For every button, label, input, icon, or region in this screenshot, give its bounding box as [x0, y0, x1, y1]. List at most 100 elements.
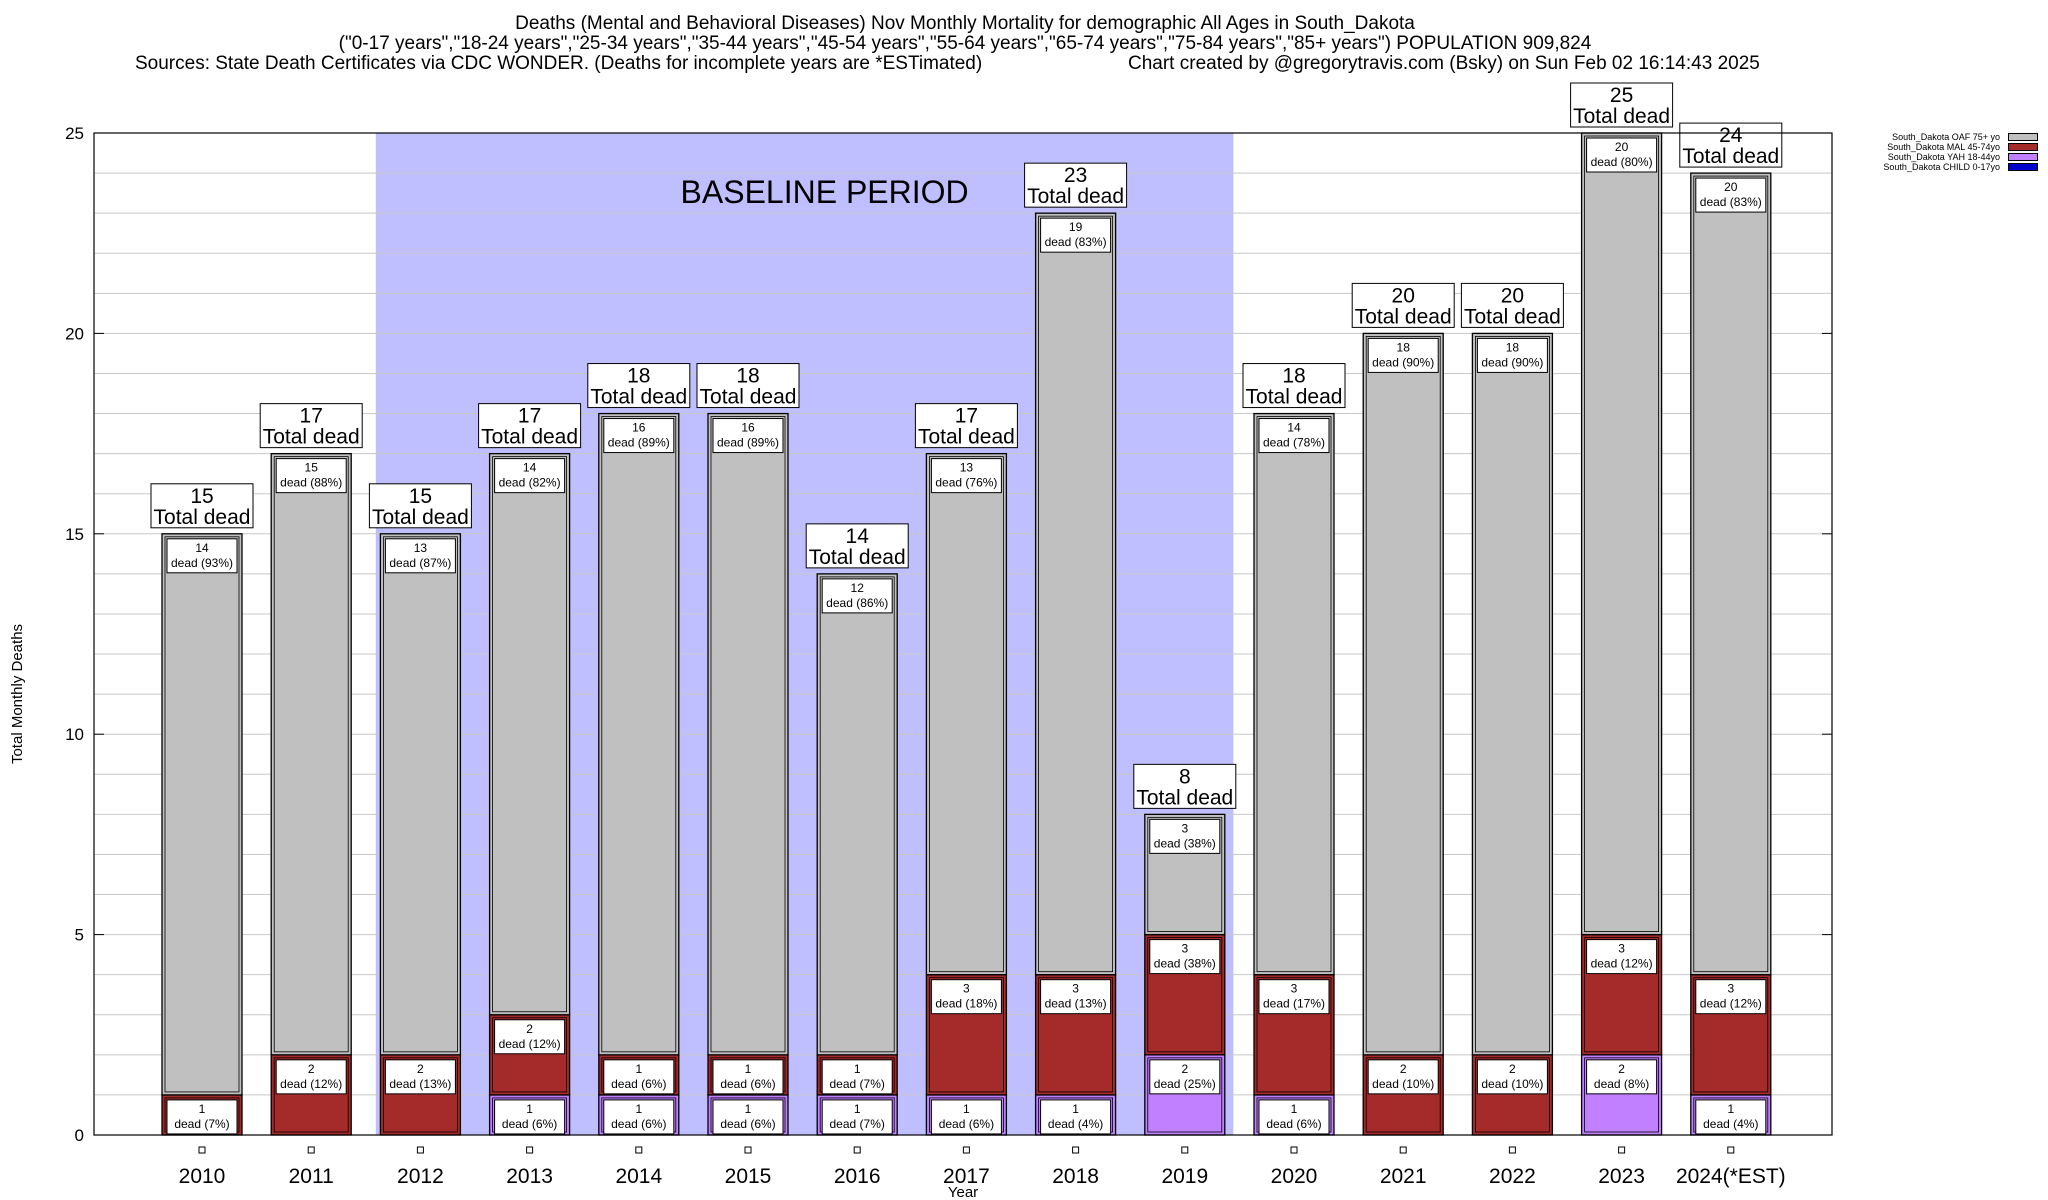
segment-label-box [1149, 818, 1221, 854]
segment-label-box [821, 578, 893, 614]
segment-value-label: 16 [741, 421, 755, 435]
bar-segment [161, 533, 243, 1096]
segment-label-box [275, 458, 347, 494]
x-tick-marker [307, 1146, 315, 1154]
segment-value-label: 13 [960, 461, 974, 475]
bar-segment [1580, 132, 1663, 936]
segment-pct-label: dead (17%) [1263, 997, 1325, 1011]
chart-sources: Sources: State Death Certificates via CD… [135, 53, 983, 74]
segment-pct-label: dead (76%) [935, 476, 997, 490]
segment-value-label: 3 [963, 982, 970, 996]
bar-segment-inner [1038, 215, 1113, 973]
segment-value-label: 2 [308, 1062, 315, 1076]
y-tick-label: 0 [75, 1126, 84, 1145]
bar-segment-inner [1584, 937, 1659, 1053]
segment-pct-label: dead (12%) [1591, 957, 1653, 971]
segment-pct-label: dead (93%) [171, 556, 233, 570]
segment-label-box [930, 458, 1002, 494]
total-value-label: 15 [190, 485, 213, 508]
total-value-label: 23 [1064, 164, 1087, 187]
bar-segment-inner [492, 456, 568, 1013]
bar-segment-inner [382, 1057, 458, 1133]
bar-segment-inner [1365, 335, 1441, 1053]
x-tick-label: 2018 [1052, 1165, 1099, 1188]
total-text-label: Total dead [918, 426, 1015, 449]
x-tick-label: 2013 [506, 1165, 553, 1188]
segment-value-label: 3 [1618, 942, 1625, 956]
x-tick-marker [1508, 1146, 1516, 1154]
segment-pct-label: dead (7%) [174, 1117, 229, 1131]
segment-label-box [494, 458, 566, 494]
x-tick-label: 2015 [725, 1165, 772, 1188]
bar-segment-inner [1693, 175, 1769, 973]
segment-value-label: 20 [1615, 140, 1629, 154]
segment-label-box [384, 1059, 456, 1095]
total-text-label: Total dead [700, 386, 797, 409]
segment-value-label: 2 [1181, 1062, 1188, 1076]
total-value-label: 8 [1179, 765, 1191, 788]
x-tick-marker [198, 1146, 206, 1154]
total-text-label: Total dead [1682, 145, 1779, 168]
segment-value-label: 16 [632, 421, 646, 435]
segment-label-box [712, 1059, 784, 1095]
segment-label-box [821, 1099, 893, 1135]
baseline-label: BASELINE PERIOD [681, 174, 969, 210]
segment-value-label: 1 [526, 1102, 533, 1116]
segment-value-label: 12 [851, 581, 865, 595]
bar-segment [1034, 212, 1117, 976]
segment-label-box [384, 538, 456, 574]
segment-label-box [1258, 979, 1330, 1015]
total-value-label: 17 [955, 405, 978, 428]
segment-label-box [1695, 1099, 1767, 1135]
total-label-box [914, 403, 1018, 449]
total-text-label: Total dead [372, 506, 469, 529]
segment-value-label: 19 [1069, 220, 1083, 234]
segment-label-box [712, 1099, 784, 1135]
total-value-label: 17 [300, 405, 323, 428]
segment-value-label: 15 [305, 461, 319, 475]
total-value-label: 17 [518, 405, 541, 428]
segment-value-label: 18 [1397, 340, 1411, 354]
segment-label-box [1586, 1059, 1658, 1095]
x-tick-label: 2022 [1489, 1165, 1536, 1188]
segment-pct-label: dead (12%) [499, 1037, 561, 1051]
segment-label-box [603, 1059, 675, 1095]
legend-swatch [2008, 143, 2038, 151]
segment-value-label: 13 [414, 541, 428, 555]
bar-segment-inner [382, 536, 458, 1053]
segment-label-box [1258, 1099, 1330, 1135]
x-tick-label: 2017 [943, 1165, 990, 1188]
segment-label-box [1367, 337, 1439, 373]
segment-label-box [1367, 1059, 1439, 1095]
segment-pct-label: dead (87%) [389, 556, 451, 570]
y-tick-label: 25 [65, 124, 84, 143]
segment-value-label: 1 [745, 1062, 752, 1076]
x-tick-label: 2010 [179, 1165, 226, 1188]
segment-value-label: 2 [1509, 1062, 1516, 1076]
segment-label-box [166, 538, 238, 574]
bar-segment-inner [1147, 937, 1223, 1053]
segment-label-box [1586, 939, 1658, 975]
x-axis-label: Year [948, 1184, 978, 1200]
segment-pct-label: dead (13%) [389, 1077, 451, 1091]
segment-pct-label: dead (89%) [717, 436, 779, 450]
y-tick-label: 20 [65, 324, 84, 343]
total-value-label: 15 [409, 485, 432, 508]
bar-segment-inner [273, 1057, 349, 1133]
segment-label-box [1586, 137, 1658, 173]
segment-pct-label: dead (7%) [830, 1077, 885, 1091]
legend-item: South_Dakota OAF 75+ yo [1740, 132, 2040, 142]
bar-segment-inner [1475, 1057, 1550, 1133]
total-label-box [805, 523, 909, 569]
segment-value-label: 18 [1506, 340, 1520, 354]
y-tick-label: 10 [65, 725, 84, 744]
segment-value-label: 14 [523, 461, 537, 475]
segment-pct-label: dead (6%) [611, 1117, 666, 1131]
total-value-label: 14 [846, 525, 870, 548]
segment-label-box [1040, 217, 1112, 253]
segment-label-box [494, 1099, 566, 1135]
total-label-box [368, 483, 472, 529]
total-text-label: Total dead [1464, 305, 1561, 328]
bar-segment-inner [492, 1017, 568, 1093]
